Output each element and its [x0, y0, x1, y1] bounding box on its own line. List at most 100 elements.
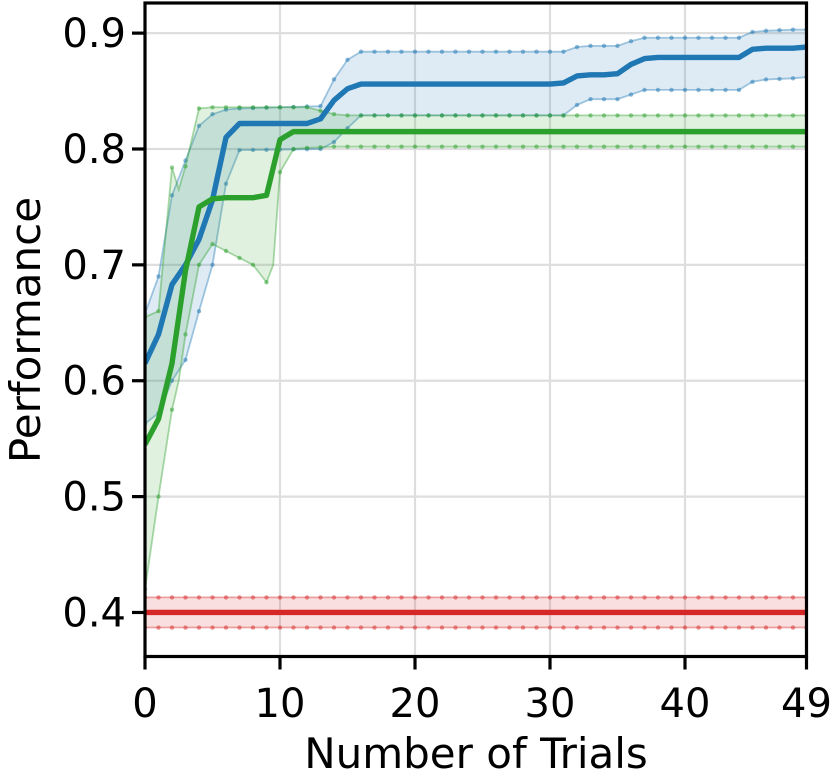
band-marker — [439, 49, 445, 54]
band-marker — [426, 49, 431, 54]
band-marker — [628, 144, 634, 149]
band-marker — [345, 625, 350, 630]
band-marker — [669, 625, 674, 630]
band-marker — [331, 139, 337, 145]
band-marker — [547, 625, 553, 630]
band-marker — [453, 49, 458, 54]
band-marker — [615, 625, 620, 630]
x-tick-label: 40 — [660, 681, 711, 727]
band-marker — [696, 87, 701, 93]
plot-spines — [143, 1, 809, 659]
y-tick-label: 0.5 — [62, 475, 126, 521]
band-marker — [669, 144, 674, 149]
band-marker — [345, 595, 350, 600]
band-marker — [547, 595, 553, 600]
band-marker — [669, 595, 674, 600]
band-marker — [196, 123, 202, 129]
x-tick-label: 10 — [255, 681, 306, 727]
band-marker — [331, 77, 337, 82]
band-marker — [223, 105, 229, 110]
band-marker — [466, 625, 472, 630]
chart-layers: 0 10 20 30 40 49 0.4 0.5 0.6 0.7 0.8 0.9 — [62, 1, 832, 727]
band-marker — [763, 77, 769, 82]
band-marker — [169, 595, 175, 600]
band-marker — [385, 595, 391, 600]
band-marker — [439, 595, 445, 600]
band-marker — [709, 35, 715, 40]
green-curve-band — [145, 107, 807, 590]
band-marker — [385, 49, 391, 54]
band-marker — [682, 625, 688, 630]
band-marker — [358, 49, 364, 54]
band-marker — [790, 625, 796, 630]
band-marker — [480, 113, 485, 118]
band-marker — [250, 147, 256, 153]
band-marker — [790, 595, 796, 600]
band-marker — [318, 103, 323, 109]
band-marker — [534, 144, 539, 149]
band-marker — [480, 49, 485, 54]
y-tick-label: 0.7 — [62, 243, 126, 289]
band-marker — [655, 595, 661, 600]
band-marker — [682, 35, 688, 40]
band-marker — [601, 43, 607, 49]
band-marker — [777, 595, 782, 600]
band-marker — [669, 87, 674, 93]
band-marker — [264, 105, 269, 110]
band-marker — [750, 595, 755, 600]
band-marker — [412, 49, 418, 54]
x-tick-label: 49 — [781, 681, 832, 727]
band-marker — [709, 144, 715, 149]
band-marker — [561, 595, 566, 600]
band-marker — [372, 625, 377, 630]
band-marker — [237, 147, 242, 153]
y-tick-label: 0.6 — [62, 359, 126, 405]
band-marker — [493, 113, 499, 118]
band-marker — [534, 595, 539, 600]
blue-curve-band — [145, 29, 807, 424]
band-marker — [574, 625, 580, 630]
band-marker — [615, 96, 620, 102]
band-marker — [223, 595, 229, 600]
band-marker — [723, 113, 728, 118]
band-marker — [291, 146, 296, 152]
band-marker — [574, 595, 580, 600]
band-marker — [210, 262, 215, 268]
band-marker — [561, 113, 566, 118]
band-marker — [655, 35, 661, 40]
band-marker — [277, 169, 283, 175]
band-marker — [723, 35, 728, 40]
band-marker — [588, 113, 593, 118]
band-marker — [156, 494, 161, 499]
band-marker — [750, 29, 755, 35]
band-marker — [696, 625, 701, 630]
band-marker — [318, 108, 323, 113]
band-marker — [682, 87, 688, 93]
band-marker — [466, 49, 472, 54]
band-marker — [696, 35, 701, 40]
band-marker — [237, 595, 242, 600]
band-marker — [237, 255, 242, 261]
band-marker — [642, 87, 647, 93]
band-marker — [736, 595, 742, 600]
band-marker — [345, 57, 350, 62]
band-marker — [507, 144, 512, 149]
band-marker — [750, 79, 755, 84]
band-marker — [277, 625, 283, 630]
band-marker — [642, 595, 647, 600]
band-marker — [250, 262, 256, 268]
band-marker — [439, 113, 445, 118]
band-marker — [628, 39, 634, 44]
band-marker — [507, 113, 512, 118]
band-marker — [561, 144, 566, 149]
band-marker — [385, 144, 391, 149]
band-marker — [709, 625, 715, 630]
band-marker — [453, 144, 458, 149]
band-marker — [412, 113, 418, 118]
band-marker — [304, 625, 310, 630]
band-marker — [250, 595, 256, 600]
band-marker — [399, 113, 404, 118]
band-marker — [655, 625, 661, 630]
band-marker — [399, 49, 404, 54]
